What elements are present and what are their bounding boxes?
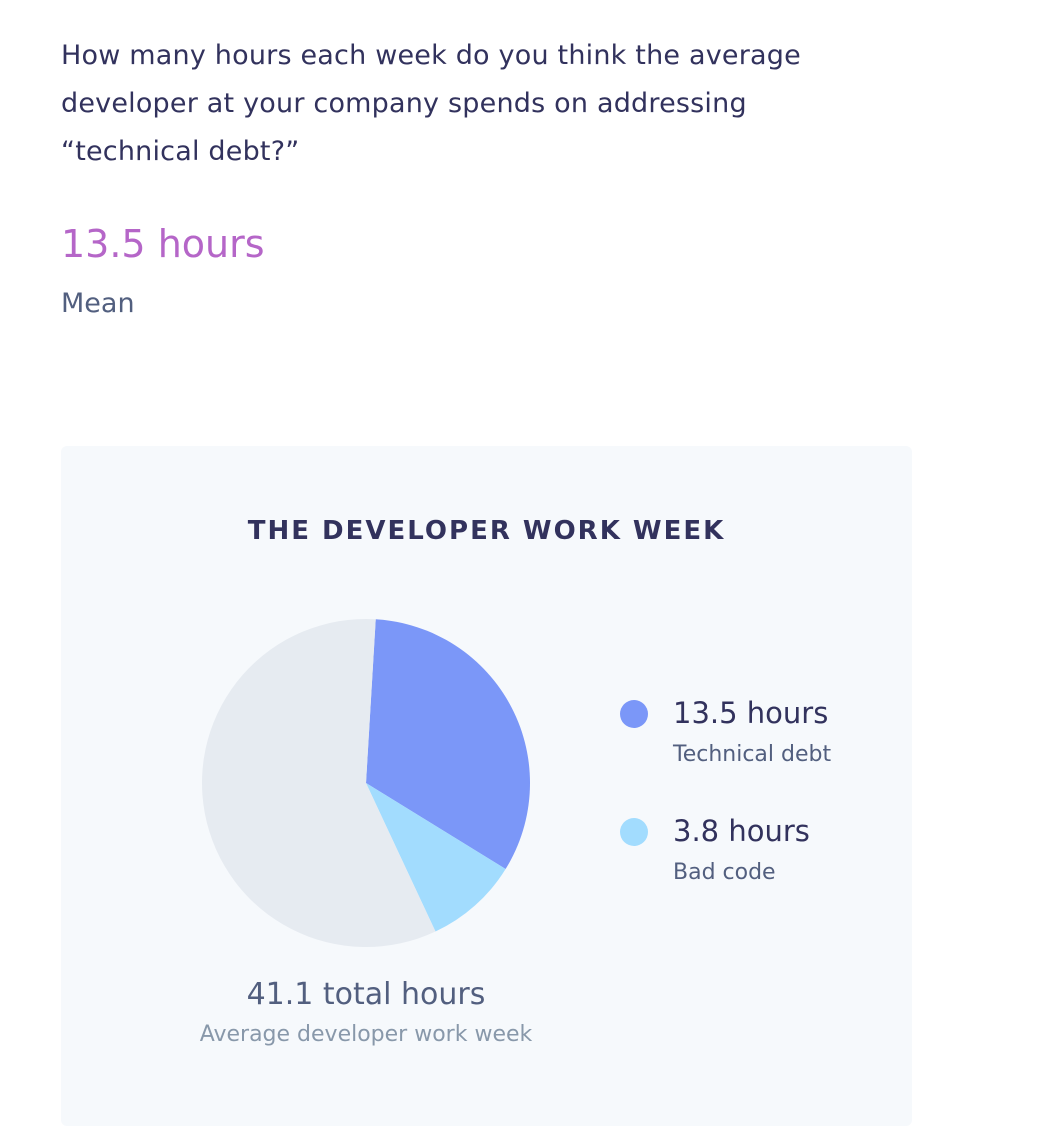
legend-label: Bad code [673,860,776,885]
pie-chart [201,619,530,947]
legend-label: Technical debt [673,742,832,767]
pie-slice-bad-code [366,783,506,932]
legend-dot-icon [620,700,648,728]
mean-value: 13.5 hours [61,222,265,266]
total-hours-value: 41.1 total hours [246,977,486,1012]
chart-card: THE DEVELOPER WORK WEEK 41.1 total hours… [61,446,912,1126]
mean-label: Mean [61,288,135,319]
chart-title: THE DEVELOPER WORK WEEK [247,516,726,546]
question-text: How many hours each week do you think th… [61,40,801,167]
pie-slice-remainder [201,619,436,947]
legend-dot-icon [620,818,648,846]
pie-slice-technical-debt [366,619,530,870]
total-hours-label: Average developer work week [199,1022,533,1047]
legend-value: 3.8 hours [673,814,810,848]
legend-value: 13.5 hours [673,696,829,730]
